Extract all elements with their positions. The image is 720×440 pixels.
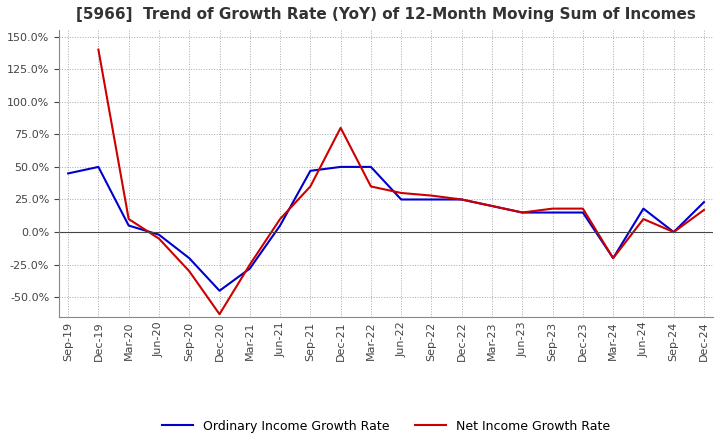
Ordinary Income Growth Rate — [64, 171, 73, 176]
Net Income Growth Rate — [185, 268, 194, 274]
Net Income Growth Rate — [366, 184, 375, 189]
Ordinary Income Growth Rate — [487, 203, 496, 209]
Ordinary Income Growth Rate — [670, 229, 678, 235]
Net Income Growth Rate — [215, 312, 224, 317]
Net Income Growth Rate — [94, 47, 103, 52]
Title: [5966]  Trend of Growth Rate (YoY) of 12-Month Moving Sum of Incomes: [5966] Trend of Growth Rate (YoY) of 12-… — [76, 7, 696, 22]
Net Income Growth Rate — [306, 184, 315, 189]
Ordinary Income Growth Rate — [185, 256, 194, 261]
Legend: Ordinary Income Growth Rate, Net Income Growth Rate: Ordinary Income Growth Rate, Net Income … — [157, 415, 615, 438]
Line: Ordinary Income Growth Rate: Ordinary Income Growth Rate — [68, 167, 704, 291]
Net Income Growth Rate — [487, 203, 496, 209]
Net Income Growth Rate — [457, 197, 466, 202]
Ordinary Income Growth Rate — [94, 164, 103, 169]
Net Income Growth Rate — [609, 256, 618, 261]
Net Income Growth Rate — [427, 193, 436, 198]
Ordinary Income Growth Rate — [155, 232, 163, 237]
Net Income Growth Rate — [548, 206, 557, 211]
Ordinary Income Growth Rate — [518, 210, 526, 215]
Net Income Growth Rate — [125, 216, 133, 222]
Net Income Growth Rate — [700, 207, 708, 213]
Net Income Growth Rate — [397, 191, 405, 196]
Ordinary Income Growth Rate — [427, 197, 436, 202]
Ordinary Income Growth Rate — [397, 197, 405, 202]
Net Income Growth Rate — [246, 262, 254, 268]
Ordinary Income Growth Rate — [700, 199, 708, 205]
Ordinary Income Growth Rate — [366, 164, 375, 169]
Net Income Growth Rate — [639, 216, 648, 222]
Ordinary Income Growth Rate — [306, 168, 315, 173]
Ordinary Income Growth Rate — [336, 164, 345, 169]
Line: Net Income Growth Rate: Net Income Growth Rate — [99, 50, 704, 314]
Net Income Growth Rate — [518, 210, 526, 215]
Ordinary Income Growth Rate — [639, 206, 648, 211]
Net Income Growth Rate — [155, 236, 163, 241]
Ordinary Income Growth Rate — [276, 223, 284, 228]
Ordinary Income Growth Rate — [579, 210, 588, 215]
Net Income Growth Rate — [276, 216, 284, 222]
Ordinary Income Growth Rate — [457, 197, 466, 202]
Ordinary Income Growth Rate — [125, 223, 133, 228]
Ordinary Income Growth Rate — [246, 266, 254, 271]
Ordinary Income Growth Rate — [548, 210, 557, 215]
Net Income Growth Rate — [579, 206, 588, 211]
Net Income Growth Rate — [670, 229, 678, 235]
Ordinary Income Growth Rate — [215, 288, 224, 293]
Ordinary Income Growth Rate — [609, 256, 618, 261]
Net Income Growth Rate — [336, 125, 345, 130]
